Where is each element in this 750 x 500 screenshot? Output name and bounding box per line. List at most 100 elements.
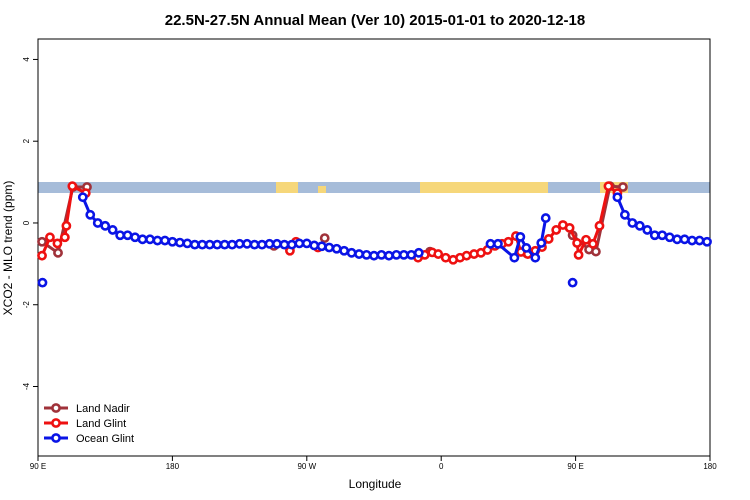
legend-label: Land Nadir bbox=[76, 403, 130, 415]
data-point bbox=[461, 250, 472, 261]
data-point bbox=[354, 249, 364, 259]
data-point bbox=[53, 247, 63, 258]
data-point bbox=[573, 249, 584, 260]
data-point bbox=[197, 239, 208, 250]
x-tick-label: 90 W bbox=[297, 462, 316, 471]
data-point bbox=[279, 239, 290, 250]
data-point bbox=[642, 225, 653, 235]
data-point bbox=[130, 232, 140, 243]
data-point bbox=[115, 230, 126, 241]
data-point bbox=[687, 235, 697, 246]
data-point bbox=[92, 218, 103, 228]
chart-title: 22.5N-27.5N Annual Mean (Ver 10) 2015-01… bbox=[165, 12, 585, 29]
x-axis-label: Longitude bbox=[349, 477, 402, 491]
data-point bbox=[493, 238, 503, 249]
data-point bbox=[627, 218, 638, 228]
data-point bbox=[413, 247, 424, 258]
data-point bbox=[37, 236, 47, 247]
data-point bbox=[316, 241, 327, 252]
data-point bbox=[672, 234, 683, 245]
data-point bbox=[391, 249, 402, 260]
data-point bbox=[594, 220, 605, 231]
data-point bbox=[272, 238, 282, 249]
data-point bbox=[543, 234, 554, 244]
data-point bbox=[107, 225, 118, 235]
data-point bbox=[234, 238, 245, 249]
data-point bbox=[612, 192, 623, 203]
data-point bbox=[301, 238, 312, 249]
data-point bbox=[603, 181, 614, 192]
data-point bbox=[649, 230, 660, 241]
data-point bbox=[564, 222, 575, 233]
data-point bbox=[567, 277, 578, 288]
data-point bbox=[433, 249, 444, 259]
legend-swatch-point bbox=[51, 403, 61, 413]
data-point bbox=[85, 209, 96, 220]
data-point bbox=[369, 250, 379, 261]
y-tick-label: -4 bbox=[22, 382, 31, 390]
legend-label: Land Glint bbox=[76, 418, 126, 430]
data-point bbox=[485, 238, 496, 249]
data-point bbox=[515, 231, 526, 242]
legend: Land Nadir Land Glint Ocean Glint bbox=[44, 403, 134, 445]
data-point bbox=[152, 235, 163, 246]
data-point bbox=[242, 238, 252, 249]
data-point bbox=[503, 236, 514, 247]
data-point bbox=[257, 239, 267, 250]
data-point bbox=[509, 252, 520, 263]
data-point bbox=[167, 236, 178, 247]
data-point bbox=[581, 234, 591, 245]
legend-swatch-point bbox=[51, 433, 61, 443]
data-point bbox=[339, 245, 350, 256]
data-point bbox=[174, 237, 185, 248]
data-point bbox=[37, 250, 47, 261]
data-point bbox=[551, 225, 562, 235]
data-point bbox=[324, 242, 335, 253]
y-tick-label: 2 bbox=[22, 138, 31, 143]
y-axis-label: XCO2 - MLO trend (ppm) bbox=[1, 181, 15, 316]
data-point bbox=[45, 232, 55, 243]
data-point bbox=[634, 220, 645, 231]
series-line bbox=[41, 184, 624, 256]
data-point bbox=[376, 249, 387, 260]
data-point bbox=[182, 238, 193, 249]
y-tick-label: -2 bbox=[22, 301, 31, 309]
data-point bbox=[59, 232, 70, 243]
data-point bbox=[664, 232, 675, 243]
plot-frame bbox=[37, 38, 711, 457]
data-point bbox=[657, 230, 668, 241]
data-point bbox=[52, 238, 63, 249]
data-point bbox=[212, 239, 223, 250]
data-point bbox=[145, 234, 155, 245]
y-tick-label: 0 bbox=[22, 220, 31, 225]
data-point bbox=[122, 230, 133, 241]
data-point bbox=[572, 238, 582, 248]
data-point bbox=[618, 182, 628, 192]
data-point bbox=[204, 239, 215, 250]
x-tick-label: 0 bbox=[439, 462, 444, 471]
x-tick-label: 180 bbox=[703, 462, 717, 471]
data-point bbox=[219, 239, 230, 250]
data-point bbox=[619, 209, 630, 220]
data-point bbox=[286, 239, 297, 250]
y-tick-label: 4 bbox=[22, 57, 31, 62]
data-point bbox=[189, 239, 200, 250]
legend-swatch-point bbox=[51, 418, 61, 428]
data-point bbox=[591, 246, 601, 257]
data-point bbox=[536, 238, 547, 248]
data-point bbox=[160, 235, 170, 246]
data-point bbox=[702, 236, 712, 247]
data-point bbox=[249, 239, 260, 250]
data-point bbox=[540, 213, 551, 223]
data-point bbox=[384, 250, 394, 261]
data-point bbox=[521, 243, 532, 253]
data-point bbox=[406, 249, 417, 260]
data-point bbox=[588, 238, 598, 249]
data-point bbox=[530, 252, 541, 263]
data-point bbox=[61, 220, 72, 231]
series-line bbox=[81, 196, 708, 261]
data-point bbox=[100, 220, 111, 231]
data-point bbox=[361, 249, 372, 260]
x-tick-label: 90 E bbox=[567, 462, 583, 471]
